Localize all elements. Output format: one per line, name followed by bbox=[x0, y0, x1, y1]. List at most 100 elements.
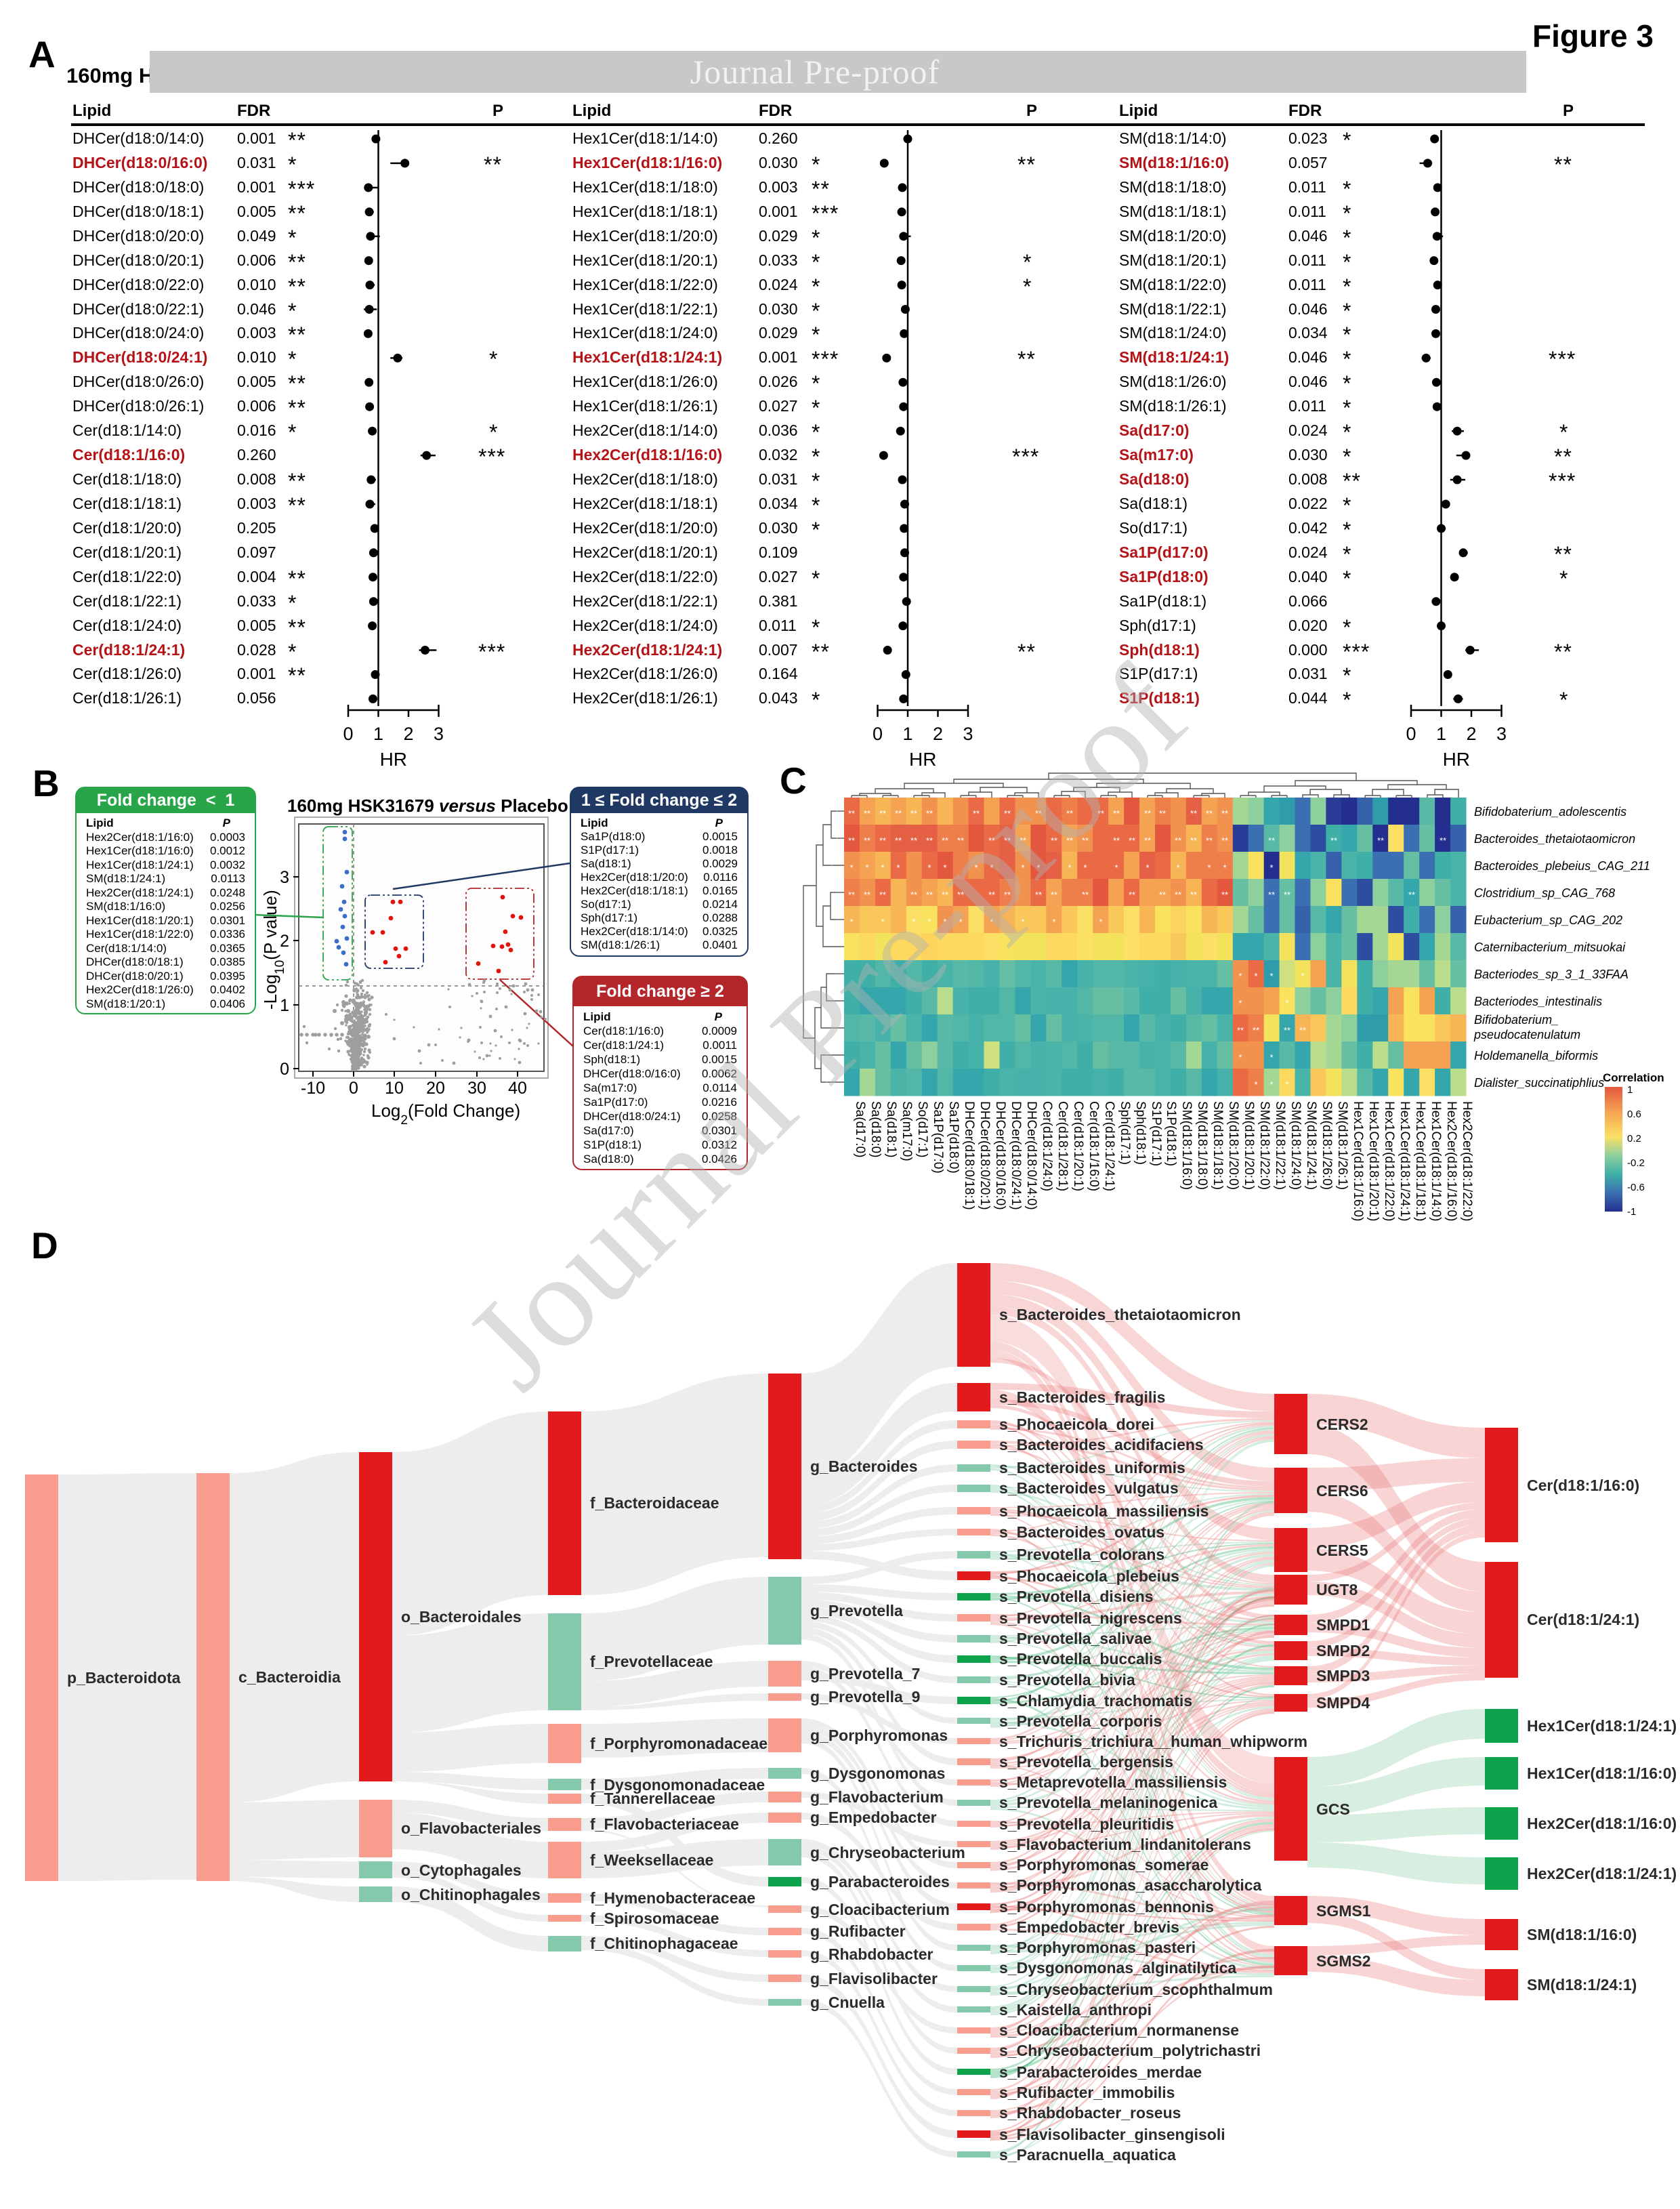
svg-text:c_Bacteroidia: c_Bacteroidia bbox=[238, 1668, 341, 1686]
svg-text:40: 40 bbox=[508, 1079, 527, 1098]
svg-text:f_Bacteroidaceae: f_Bacteroidaceae bbox=[590, 1494, 719, 1512]
svg-text:SMPD1: SMPD1 bbox=[1316, 1616, 1370, 1634]
svg-text:**: ** bbox=[1004, 835, 1011, 846]
svg-text:CERS5: CERS5 bbox=[1316, 1542, 1368, 1559]
svg-text:**: ** bbox=[1284, 890, 1290, 900]
svg-text:**: ** bbox=[1221, 808, 1228, 819]
svg-text:DHCer(d18:0/16:0): DHCer(d18:0/16:0) bbox=[993, 1101, 1007, 1210]
svg-text:Hex1Cer(d18:1/18:1): Hex1Cer(d18:1/18:1) bbox=[1413, 1101, 1427, 1221]
svg-text:g_Flavisolibacter: g_Flavisolibacter bbox=[810, 1970, 938, 1987]
svg-text:s_Prevotella_disiens: s_Prevotella_disiens bbox=[999, 1588, 1154, 1605]
svg-text:Caternibacterium_mitsuokai: Caternibacterium_mitsuokai bbox=[1474, 941, 1626, 954]
svg-text:Sa1P(d17:0): Sa1P(d17:0) bbox=[931, 1101, 945, 1174]
svg-text:g_Rhabdobacter: g_Rhabdobacter bbox=[810, 1945, 933, 1963]
svg-text:s_Bacteroides_ovatus: s_Bacteroides_ovatus bbox=[999, 1523, 1164, 1541]
svg-text:Sa(d18:1): Sa(d18:1) bbox=[884, 1101, 898, 1157]
svg-text:Hex1Cer(d18:1/24:1): Hex1Cer(d18:1/24:1) bbox=[1398, 1101, 1412, 1221]
svg-text:Hex1Cer(d18:1/22:0): Hex1Cer(d18:1/22:0) bbox=[1382, 1101, 1396, 1221]
svg-text:*: * bbox=[1301, 971, 1304, 981]
svg-text:s_Paracnuella_aquatica: s_Paracnuella_aquatica bbox=[999, 2146, 1176, 2164]
svg-text:1: 1 bbox=[1627, 1084, 1633, 1096]
svg-text:**: ** bbox=[1268, 835, 1275, 846]
svg-text:0.6: 0.6 bbox=[1627, 1109, 1641, 1120]
svg-text:s_Porphyromonas_somerae: s_Porphyromonas_somerae bbox=[999, 1856, 1209, 1874]
svg-text:s_Prevotella_nigrescens: s_Prevotella_nigrescens bbox=[999, 1609, 1182, 1627]
svg-text:**: ** bbox=[1144, 808, 1151, 819]
svg-text:HR: HR bbox=[909, 749, 936, 770]
svg-text:0: 0 bbox=[280, 1060, 289, 1079]
svg-text:Hex1Cer(d18:1/20:1): Hex1Cer(d18:1/20:1) bbox=[1366, 1101, 1381, 1221]
svg-text:SM(d18:1/20:1): SM(d18:1/20:1) bbox=[1242, 1101, 1256, 1190]
svg-text:s_Bacteroides_uniformis: s_Bacteroides_uniformis bbox=[999, 1459, 1185, 1477]
svg-text:**: ** bbox=[1221, 835, 1228, 846]
svg-text:**: ** bbox=[1237, 1025, 1244, 1035]
svg-text:s_Bacteroides_vulgatus: s_Bacteroides_vulgatus bbox=[999, 1479, 1179, 1497]
svg-text:**: ** bbox=[910, 808, 917, 819]
svg-text:*: * bbox=[1269, 1052, 1273, 1062]
svg-text:*: * bbox=[1021, 863, 1024, 873]
svg-text:HR: HR bbox=[1443, 749, 1470, 770]
svg-text:**: ** bbox=[1066, 835, 1073, 846]
svg-text:-1: -1 bbox=[1627, 1206, 1636, 1218]
svg-text:s_Kaistella_anthropi: s_Kaistella_anthropi bbox=[999, 2001, 1152, 2019]
svg-text:30: 30 bbox=[467, 1079, 486, 1098]
svg-text:**: ** bbox=[1051, 890, 1057, 900]
svg-text:f_Flavobacteriaceae: f_Flavobacteriaceae bbox=[590, 1815, 739, 1833]
svg-text:**: ** bbox=[1175, 835, 1181, 846]
svg-text:f_Hymenobacteraceae: f_Hymenobacteraceae bbox=[590, 1889, 755, 1907]
svg-text:s_Phocaeicola_plebeius: s_Phocaeicola_plebeius bbox=[999, 1567, 1179, 1585]
svg-text:So(d17:1): So(d17:1) bbox=[915, 1101, 929, 1157]
svg-text:s_Parabacteroides_merdae: s_Parabacteroides_merdae bbox=[999, 2063, 1202, 2081]
svg-text:s_Cloacibacterium_normanense: s_Cloacibacterium_normanense bbox=[999, 2021, 1239, 2039]
svg-text:Hex2Cer(d18:1/16:0): Hex2Cer(d18:1/16:0) bbox=[1527, 1815, 1677, 1832]
svg-text:SM(d18:1/22:0): SM(d18:1/22:0) bbox=[1257, 1101, 1272, 1190]
svg-text:**: ** bbox=[895, 835, 902, 846]
svg-text:s_Metaprevotella_massiliensis: s_Metaprevotella_massiliensis bbox=[999, 1773, 1227, 1791]
svg-text:Dialister_succinatiphlius: Dialister_succinatiphlius bbox=[1474, 1076, 1604, 1090]
svg-text:*: * bbox=[1269, 1079, 1273, 1090]
svg-text:1: 1 bbox=[373, 724, 383, 744]
svg-text:1: 1 bbox=[280, 996, 289, 1015]
svg-text:s_Flavobacterium_lindanitolera: s_Flavobacterium_lindanitolerans bbox=[999, 1836, 1251, 1853]
svg-text:Hex1Cer(d18:1/16:0): Hex1Cer(d18:1/16:0) bbox=[1527, 1764, 1677, 1782]
svg-text:**: ** bbox=[1440, 835, 1446, 846]
svg-text:*: * bbox=[1176, 863, 1179, 873]
svg-text:*: * bbox=[1146, 863, 1149, 873]
svg-text:Cer(d18:1/24:1): Cer(d18:1/24:1) bbox=[1527, 1611, 1639, 1628]
svg-text:**: ** bbox=[848, 835, 855, 846]
svg-text:**: ** bbox=[1020, 835, 1026, 846]
svg-text:s_Prevotella_salivae: s_Prevotella_salivae bbox=[999, 1630, 1152, 1647]
svg-text:SMPD2: SMPD2 bbox=[1316, 1642, 1370, 1659]
svg-text:**: ** bbox=[879, 808, 886, 819]
svg-text:DHCer(d18:0/14:0): DHCer(d18:0/14:0) bbox=[1024, 1101, 1038, 1210]
svg-text:s_Porphyromonas_asaccharolytic: s_Porphyromonas_asaccharolytica bbox=[999, 1876, 1262, 1894]
svg-text:**: ** bbox=[988, 835, 995, 846]
svg-text:s_Rufibacter_immobilis: s_Rufibacter_immobilis bbox=[999, 2084, 1175, 2101]
svg-text:o_Bacteroidales: o_Bacteroidales bbox=[401, 1608, 522, 1626]
svg-text:*: * bbox=[1254, 1079, 1257, 1090]
svg-text:**: ** bbox=[1035, 808, 1042, 819]
svg-text:SM(d18:1/18:1): SM(d18:1/18:1) bbox=[1211, 1101, 1225, 1190]
svg-text:s_Prevotella_colorans: s_Prevotella_colorans bbox=[999, 1546, 1164, 1563]
svg-text:g_Bacteroides: g_Bacteroides bbox=[810, 1458, 918, 1475]
svg-text:*: * bbox=[974, 863, 978, 873]
svg-text:**: ** bbox=[1253, 1025, 1259, 1035]
svg-text:**: ** bbox=[1190, 890, 1197, 900]
svg-text:SM(d18:1/24:0): SM(d18:1/24:0) bbox=[1288, 1101, 1303, 1190]
svg-text:SM(d18:1/16:0): SM(d18:1/16:0) bbox=[1527, 1926, 1637, 1943]
svg-text:**: ** bbox=[910, 835, 917, 846]
svg-text:**: ** bbox=[864, 890, 870, 900]
svg-text:*: * bbox=[865, 863, 868, 873]
svg-text:s_Prevotella_corporis: s_Prevotella_corporis bbox=[999, 1712, 1162, 1730]
svg-text:**: ** bbox=[1082, 890, 1089, 900]
svg-text:**: ** bbox=[864, 808, 870, 819]
svg-text:**: ** bbox=[848, 808, 855, 819]
svg-text:**: ** bbox=[1408, 890, 1415, 900]
svg-text:**: ** bbox=[848, 890, 855, 900]
svg-text:**: ** bbox=[864, 835, 870, 846]
svg-text:1: 1 bbox=[902, 724, 912, 744]
svg-text:**: ** bbox=[1159, 890, 1166, 900]
svg-text:*: * bbox=[912, 917, 915, 927]
svg-text:SMPD4: SMPD4 bbox=[1316, 1694, 1370, 1712]
svg-text:SM(d18:1/20:0): SM(d18:1/20:0) bbox=[1226, 1101, 1240, 1190]
